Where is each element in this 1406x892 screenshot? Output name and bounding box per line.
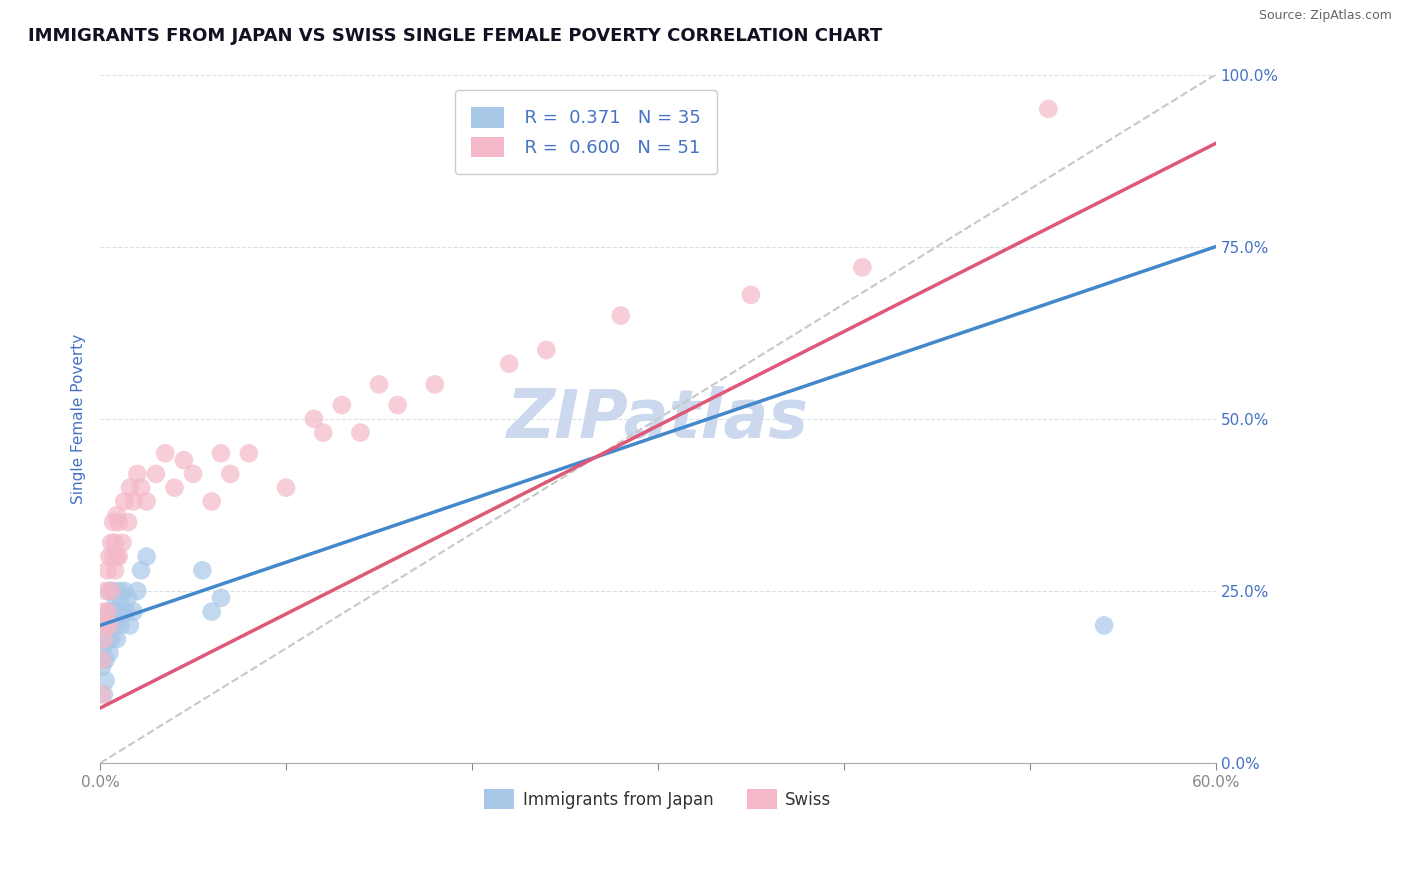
Point — [135, 494, 157, 508]
Point — [135, 549, 157, 564]
Point — [100, 632, 122, 647]
Point — [153, 446, 176, 460]
Point — [1038, 102, 1060, 116]
Point — [117, 515, 139, 529]
Point — [107, 611, 129, 625]
Y-axis label: Single Female Poverty: Single Female Poverty — [72, 334, 86, 504]
Point — [101, 549, 124, 564]
Point — [100, 535, 122, 549]
Point — [104, 535, 127, 549]
Point — [97, 605, 120, 619]
Point — [97, 618, 120, 632]
Point — [107, 584, 129, 599]
Point — [122, 494, 145, 508]
Point — [94, 584, 117, 599]
Point — [98, 584, 121, 599]
Point — [98, 549, 121, 564]
Text: ZIPatlas: ZIPatlas — [508, 386, 808, 452]
Point — [105, 632, 128, 647]
Point — [111, 605, 134, 619]
Point — [145, 467, 167, 481]
Point — [111, 535, 134, 549]
Point — [851, 260, 873, 275]
Point — [98, 618, 121, 632]
Point — [112, 584, 135, 599]
Point — [107, 515, 129, 529]
Point — [104, 618, 127, 632]
Point — [100, 618, 122, 632]
Point — [97, 563, 120, 577]
Point — [97, 632, 120, 647]
Point — [110, 618, 132, 632]
Point — [110, 591, 132, 605]
Point — [115, 605, 138, 619]
Point — [1092, 618, 1115, 632]
Point — [201, 605, 224, 619]
Point — [127, 467, 149, 481]
Point — [91, 687, 114, 701]
Point — [91, 653, 114, 667]
Text: Source: ZipAtlas.com: Source: ZipAtlas.com — [1258, 9, 1392, 22]
Text: IMMIGRANTS FROM JAPAN VS SWISS SINGLE FEMALE POVERTY CORRELATION CHART: IMMIGRANTS FROM JAPAN VS SWISS SINGLE FE… — [28, 27, 883, 45]
Point — [129, 481, 152, 495]
Point — [101, 605, 124, 619]
Point — [107, 549, 129, 564]
Point — [98, 646, 121, 660]
Point — [94, 653, 117, 667]
Point — [368, 377, 391, 392]
Point — [274, 481, 297, 495]
Point — [105, 508, 128, 523]
Point — [191, 563, 214, 577]
Point — [93, 687, 115, 701]
Legend: Immigrants from Japan, Swiss: Immigrants from Japan, Swiss — [470, 774, 846, 823]
Point — [101, 584, 124, 599]
Point — [105, 605, 128, 619]
Point — [740, 288, 762, 302]
Point — [118, 481, 141, 495]
Point — [93, 639, 115, 653]
Point — [163, 481, 186, 495]
Point — [173, 453, 195, 467]
Point — [98, 605, 121, 619]
Point — [105, 549, 128, 564]
Point — [101, 515, 124, 529]
Point — [330, 398, 353, 412]
Point — [349, 425, 371, 440]
Point — [122, 605, 145, 619]
Point — [209, 446, 232, 460]
Point — [312, 425, 335, 440]
Point — [104, 563, 127, 577]
Point — [219, 467, 242, 481]
Point — [129, 563, 152, 577]
Point — [302, 412, 325, 426]
Point — [387, 398, 409, 412]
Point — [536, 343, 558, 357]
Point — [94, 673, 117, 688]
Point — [91, 659, 114, 673]
Point — [181, 467, 204, 481]
Point — [118, 618, 141, 632]
Point — [498, 357, 520, 371]
Point — [93, 605, 115, 619]
Point — [423, 377, 446, 392]
Point — [104, 591, 127, 605]
Point — [112, 494, 135, 508]
Point — [609, 309, 631, 323]
Point — [93, 632, 115, 647]
Point — [100, 584, 122, 599]
Point — [117, 591, 139, 605]
Point — [201, 494, 224, 508]
Point — [209, 591, 232, 605]
Point — [94, 618, 117, 632]
Point — [127, 584, 149, 599]
Point — [238, 446, 260, 460]
